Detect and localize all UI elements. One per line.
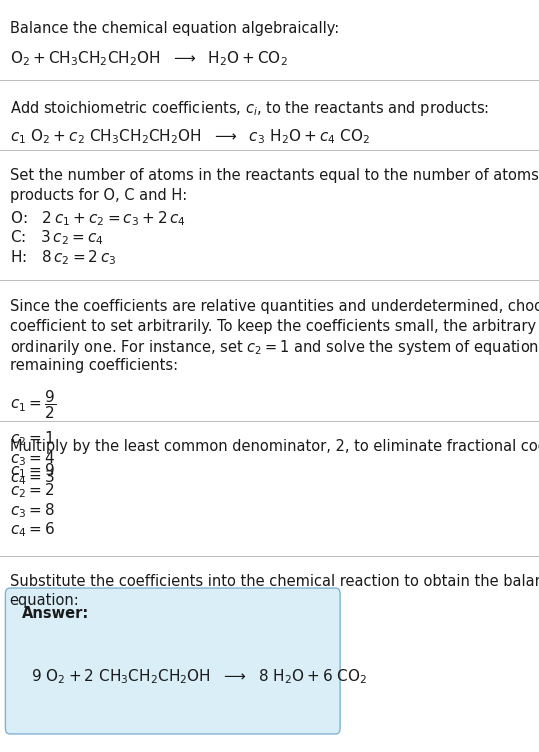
Text: Answer:: Answer:: [22, 606, 89, 621]
Text: $c_1 = 9$: $c_1 = 9$: [10, 462, 54, 481]
Text: Add stoichiometric coefficients, $c_i$, to the reactants and products:: Add stoichiometric coefficients, $c_i$, …: [10, 99, 489, 117]
Text: coefficient to set arbitrarily. To keep the coefficients small, the arbitrary va: coefficient to set arbitrarily. To keep …: [10, 319, 539, 334]
Text: equation:: equation:: [10, 593, 79, 608]
Text: H: $\ \ 8\,c_2 = 2\,c_3$: H: $\ \ 8\,c_2 = 2\,c_3$: [10, 248, 116, 267]
Text: O: $\ \ 2\,c_1 + c_2 = c_3 + 2\,c_4$: O: $\ \ 2\,c_1 + c_2 = c_3 + 2\,c_4$: [10, 209, 185, 228]
Text: $c_2 = 1$: $c_2 = 1$: [10, 429, 54, 448]
FancyBboxPatch shape: [5, 588, 340, 734]
Text: Substitute the coefficients into the chemical reaction to obtain the balanced: Substitute the coefficients into the che…: [10, 574, 539, 589]
Text: $c_2 = 2$: $c_2 = 2$: [10, 481, 54, 500]
Text: $c_3 = 8$: $c_3 = 8$: [10, 501, 54, 520]
Text: $\mathrm{9\ O_2 + 2\ CH_3CH_2CH_2OH}$$\ \ \longrightarrow \ \ $$\mathrm{8\ H_2O : $\mathrm{9\ O_2 + 2\ CH_3CH_2CH_2OH}$$\ …: [31, 668, 368, 687]
Text: C: $\ \ 3\,c_2 = c_4$: C: $\ \ 3\,c_2 = c_4$: [10, 229, 103, 247]
Text: $c_1\ \mathrm{O_2} + c_2\ \mathrm{CH_3CH_2CH_2OH}$$\ \ \longrightarrow \ \ $$c_3: $c_1\ \mathrm{O_2} + c_2\ \mathrm{CH_3CH…: [10, 127, 370, 146]
Text: $c_4 = 6$: $c_4 = 6$: [10, 520, 55, 539]
Text: Balance the chemical equation algebraically:: Balance the chemical equation algebraica…: [10, 21, 339, 36]
Text: Multiply by the least common denominator, 2, to eliminate fractional coefficient: Multiply by the least common denominator…: [10, 439, 539, 454]
Text: ordinarily one. For instance, set $c_2 = 1$ and solve the system of equations fo: ordinarily one. For instance, set $c_2 =…: [10, 338, 539, 357]
Text: $c_4 = 3$: $c_4 = 3$: [10, 468, 54, 487]
Text: $\mathrm{O_2 + CH_3CH_2CH_2OH}$$\ \ \longrightarrow \ \ $$\mathrm{H_2O + CO_2}$: $\mathrm{O_2 + CH_3CH_2CH_2OH}$$\ \ \lon…: [10, 50, 287, 68]
Text: $c_1 = \dfrac{9}{2}$: $c_1 = \dfrac{9}{2}$: [10, 388, 56, 421]
Text: Set the number of atoms in the reactants equal to the number of atoms in the: Set the number of atoms in the reactants…: [10, 168, 539, 183]
Text: $c_3 = 4$: $c_3 = 4$: [10, 449, 55, 468]
Text: Since the coefficients are relative quantities and underdetermined, choose a: Since the coefficients are relative quan…: [10, 299, 539, 314]
Text: products for O, C and H:: products for O, C and H:: [10, 188, 187, 203]
Text: remaining coefficients:: remaining coefficients:: [10, 358, 178, 373]
